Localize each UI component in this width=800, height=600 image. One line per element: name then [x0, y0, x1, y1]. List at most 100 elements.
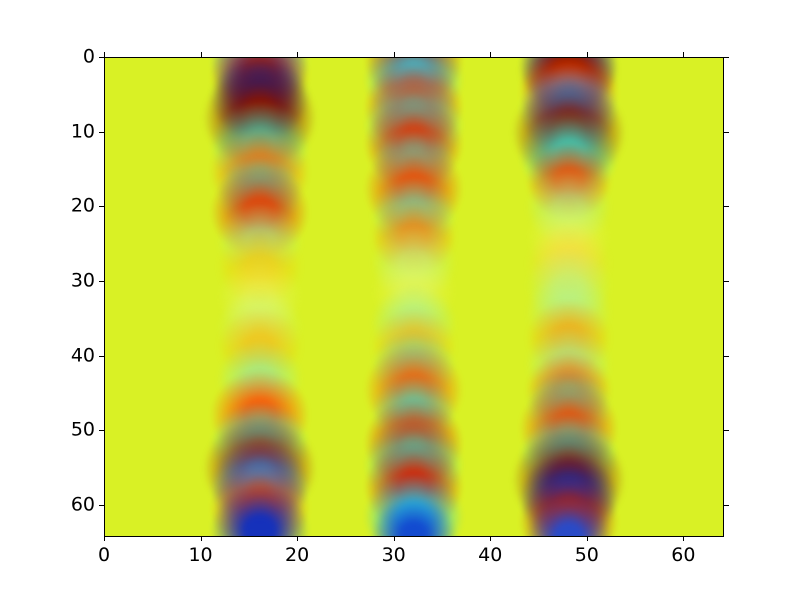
heatmap-blob	[372, 176, 456, 253]
y-tick-mark	[99, 131, 104, 133]
heatmap-blob	[217, 288, 302, 365]
y-tick-label: 40	[70, 344, 95, 367]
x-tick-mark	[297, 536, 299, 541]
heatmap-blob	[210, 101, 309, 191]
x-tick-mark-top	[586, 52, 588, 57]
heatmap-blob	[210, 127, 309, 216]
heatmap-blob	[217, 155, 302, 232]
heatmap-blob	[210, 167, 309, 257]
y-tick-mark-right	[724, 281, 729, 283]
heatmap-blob	[519, 110, 618, 200]
heatmap-blob	[365, 144, 463, 234]
heatmap-blob	[210, 443, 309, 532]
y-tick-mark-right	[724, 430, 729, 432]
x-tick-label: 50	[574, 544, 599, 566]
heatmap-blob	[365, 420, 463, 510]
y-tick-mark	[99, 430, 104, 432]
y-tick-mark-right	[724, 505, 729, 507]
x-tick-label: 10	[188, 544, 213, 566]
axes-plot-area	[104, 57, 724, 537]
heatmap-blob	[526, 369, 611, 446]
heatmap-blob	[519, 65, 618, 155]
heatmap-blob	[526, 199, 611, 276]
heatmap-blob	[217, 258, 302, 336]
y-tick-label: 50	[70, 418, 95, 441]
heatmap-blob	[372, 225, 456, 302]
y-tick-mark	[99, 505, 104, 507]
heatmap-blob	[210, 401, 309, 491]
heatmap-blob	[372, 251, 456, 328]
x-tick-mark-top	[490, 52, 492, 57]
x-tick-label: 0	[97, 544, 111, 566]
heatmap-blob	[372, 199, 456, 276]
heatmap-blob	[526, 273, 611, 351]
x-tick-mark	[586, 536, 588, 541]
y-tick-mark	[99, 206, 104, 208]
y-tick-mark	[99, 57, 104, 58]
y-tick-label: 20	[70, 194, 95, 217]
heatmap-blob	[519, 58, 618, 137]
y-tick-mark-right	[724, 355, 729, 357]
x-tick-label: 30	[381, 544, 406, 566]
heatmap-blob	[365, 398, 463, 488]
y-tick-label: 60	[70, 493, 95, 516]
x-tick-mark-top	[683, 52, 685, 57]
heatmap-blob	[210, 370, 309, 460]
heatmap-blob	[519, 413, 618, 503]
heatmap-blob	[217, 229, 302, 306]
heatmap-blob	[519, 383, 618, 473]
heatmap-blob	[210, 58, 309, 119]
heatmap-blob	[217, 341, 302, 418]
heatmap-blob	[210, 463, 309, 536]
heatmap-blob	[365, 99, 463, 189]
heatmap-blob	[365, 58, 463, 124]
heatmap-blob	[519, 58, 618, 109]
heatmap-blob	[365, 345, 463, 435]
x-tick-mark-top	[297, 52, 299, 57]
heatmap-blob	[203, 66, 316, 169]
x-tick-mark	[683, 536, 685, 541]
y-tick-label: 0	[82, 45, 95, 68]
heatmap-blob	[372, 285, 456, 362]
x-tick-mark-top	[200, 52, 202, 57]
heatmap-blob	[210, 58, 309, 107]
y-tick-mark	[99, 355, 104, 357]
x-tick-label: 20	[285, 544, 310, 566]
x-tick-mark-top	[104, 52, 105, 57]
x-tick-label: 40	[478, 544, 503, 566]
y-tick-mark-right	[724, 131, 729, 133]
y-tick-mark	[99, 281, 104, 283]
heatmap-blob	[519, 58, 618, 116]
heatmap-blob	[512, 429, 625, 531]
heatmap-blob	[217, 307, 302, 384]
y-tick-label: 30	[70, 269, 95, 292]
heatmap-blob	[526, 143, 611, 220]
heatmap-blob	[526, 225, 611, 302]
heatmap-blob	[526, 352, 611, 429]
x-tick-mark	[490, 536, 492, 541]
x-tick-label: 60	[671, 544, 696, 566]
heatmap-blob	[372, 496, 456, 536]
heatmap-image	[105, 58, 723, 536]
heatmap-blob	[217, 202, 302, 280]
heatmap-blob	[526, 497, 611, 536]
x-tick-mark	[200, 536, 202, 541]
heatmap-blob	[519, 454, 618, 536]
heatmap-blob	[526, 247, 611, 324]
heatmap-blob	[210, 485, 309, 536]
heatmap-blob	[365, 58, 463, 105]
heatmap-blob	[365, 443, 463, 532]
heatmap-blob	[365, 62, 463, 151]
heatmap-blob	[519, 476, 618, 536]
x-tick-mark	[104, 536, 105, 541]
heatmap-blob	[526, 299, 611, 377]
heatmap-blob	[365, 472, 463, 536]
heatmap-blob	[372, 329, 456, 407]
y-tick-mark-right	[724, 57, 729, 58]
y-tick-mark-right	[724, 206, 729, 208]
y-tick-label: 10	[70, 120, 95, 143]
heatmap-blob	[372, 374, 456, 451]
heatmap-blob	[526, 169, 611, 246]
heatmap-blob	[372, 128, 456, 205]
